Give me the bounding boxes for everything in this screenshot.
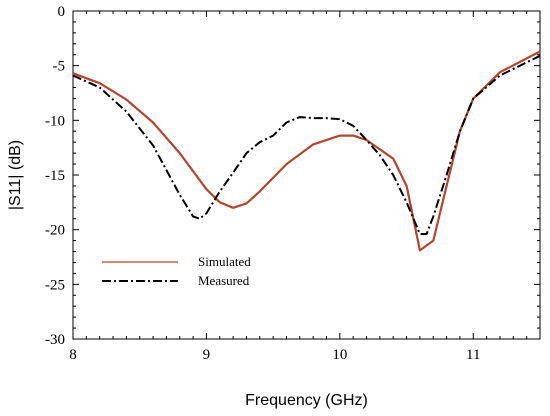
series-line-measured <box>72 54 541 235</box>
x-tick-label: 8 <box>69 347 77 363</box>
y-tick-label: -30 <box>45 332 65 348</box>
y-axis-title: |S11| (dB) <box>7 140 24 210</box>
y-tick-label: -25 <box>45 277 65 293</box>
y-tick-label: -5 <box>53 59 66 75</box>
series-line-simulated <box>72 50 541 252</box>
legend-label-measured: Measured <box>198 273 250 288</box>
x-axis: 8 9 10 11 <box>69 11 541 363</box>
legend-label-simulated: Simulated <box>198 254 251 269</box>
series-layer <box>72 50 541 252</box>
y-axis: 0 -5 -10 -15 -20 -25 -30 <box>45 4 540 348</box>
legend: Simulated Measured <box>102 254 251 288</box>
x-tick-label: 11 <box>466 347 480 363</box>
y-tick-label: 0 <box>58 4 66 20</box>
x-axis-title: Frequency (GHz) <box>245 392 368 409</box>
y-tick-label: -20 <box>45 223 65 239</box>
y-tick-label: -10 <box>45 113 65 129</box>
plot-border <box>72 10 541 340</box>
y-tick-label: -15 <box>45 168 65 184</box>
x-tick-label: 9 <box>203 347 211 363</box>
x-tick-label: 10 <box>332 347 347 363</box>
plot-frame <box>72 10 541 340</box>
